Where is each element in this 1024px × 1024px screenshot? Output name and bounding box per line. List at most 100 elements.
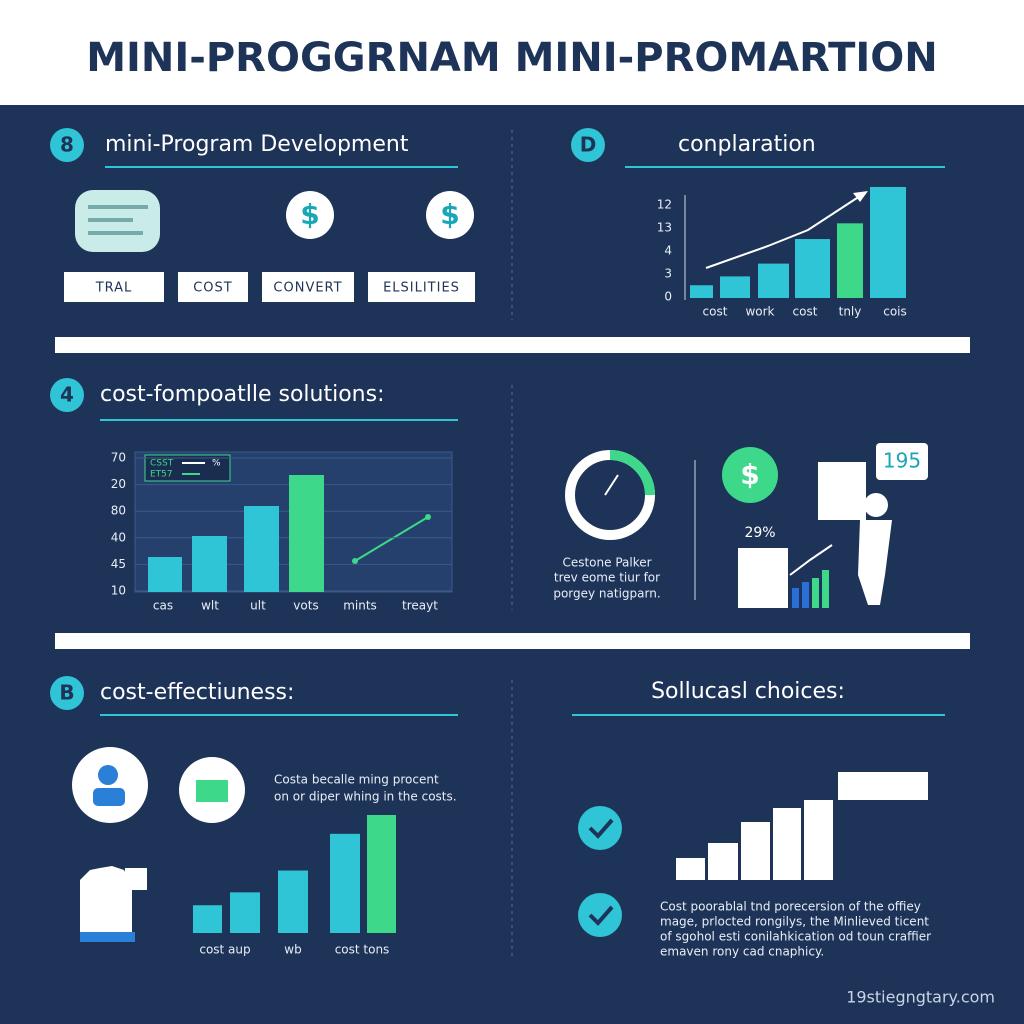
title: MINI-PROGGRNAM MINI-PROMARTION [86,35,938,81]
y-tick-label: 13 [657,221,672,235]
icon-bar [822,570,829,608]
legend [144,454,231,482]
button [178,272,248,302]
check [588,905,614,926]
trend-dot [425,514,431,520]
x-tick-label: cois [883,305,907,319]
dollar-sign: $ [740,458,759,491]
icon-arrow [789,544,833,576]
bar [804,800,833,880]
button [64,272,164,302]
x-tick-label: work [745,305,774,319]
divider [55,337,970,353]
y-tick-label: 3 [664,267,672,281]
x-tick-label: wb [284,943,301,957]
bar [193,905,222,933]
button-label: ELSILITIES [383,281,460,296]
bar [720,276,750,298]
legend-label: ET57 [150,470,173,480]
note-line [88,218,133,222]
x-tick-label: mints [343,599,377,613]
donut-arc [609,450,655,496]
badge [50,378,84,412]
dollar-icon [286,191,334,239]
legend-label: CSST [150,459,174,469]
bar [367,814,396,933]
x-tick-label: cost tons [335,943,390,957]
button [368,272,475,302]
trend-dot [352,558,358,564]
badge [50,128,84,162]
button-label: COST [193,281,233,296]
y-tick-label: 0 [664,290,672,304]
badge-label: 4 [60,383,74,407]
bubble-label: 195 [883,449,921,473]
caption: trev eome tiur for [554,571,660,585]
check-icon [578,893,622,937]
x-tick-label: tnly [839,305,862,319]
header-band [0,0,1024,105]
footer: 19stiegngtary.com [846,988,995,1007]
button-label: TRAL [95,281,133,296]
x-tick-label: vots [293,599,318,613]
note-line [88,231,143,235]
heading: mini-Program Development [105,132,409,157]
x-tick-label: ult [250,599,266,613]
bar [289,475,324,592]
caption: Cestone Palker [562,556,651,570]
badge [571,128,605,162]
dollar-sign: $ [440,198,459,231]
icon-bar [812,578,819,608]
bar [837,223,863,298]
bar [795,239,830,298]
badge-label: 8 [60,133,74,157]
heading: cost-fompoatlle solutions: [100,382,385,407]
check-icon [578,806,622,850]
x-tick-label: wlt [201,599,219,613]
body-text: on or diper whing in the costs. [274,790,457,804]
caption: porgey natigparn. [553,587,660,601]
check [588,818,614,839]
badge-label: B [59,681,74,705]
bar [773,808,801,880]
bar [148,557,182,592]
y-tick-label: 20 [111,477,126,491]
heading: cost-effectiuness: [100,680,294,705]
wallet [196,780,228,802]
person-body [93,788,125,806]
divider [55,633,970,649]
bar [870,186,906,298]
body-text: Cost poorablal tnd porecersion of the of… [660,900,921,914]
y-tick-label: 70 [111,451,126,465]
bar [676,858,705,880]
speech-bubble [876,443,928,480]
icon-bar [792,588,799,608]
button [262,272,354,302]
person-icon [72,747,148,823]
small-icon [125,868,147,890]
dollar-icon [722,447,778,503]
person-head [864,493,888,517]
y-tick-label: 40 [111,530,126,544]
body-text: mage, prlocted rongilys, the Minlieved t… [660,915,929,929]
x-tick-label: cost [793,305,818,319]
bar [330,833,360,933]
bar [708,843,738,880]
legend-value: % [212,459,221,469]
hand-icon [80,866,132,940]
person-body [858,520,892,605]
note-line [88,205,148,209]
x-tick-label: cost [703,305,728,319]
dollar-icon [426,191,474,239]
icon-bar [802,582,809,608]
badge-label: D [580,133,597,157]
body-text: of sgohol esti conilahkication od toun c… [660,930,931,944]
body-text: Costa becalle ming procent [274,773,439,787]
cuff [80,932,135,942]
bar [192,536,227,592]
y-tick-label: 12 [657,198,672,212]
document-icon [738,548,788,608]
bar [230,892,260,933]
person-head [98,765,118,785]
